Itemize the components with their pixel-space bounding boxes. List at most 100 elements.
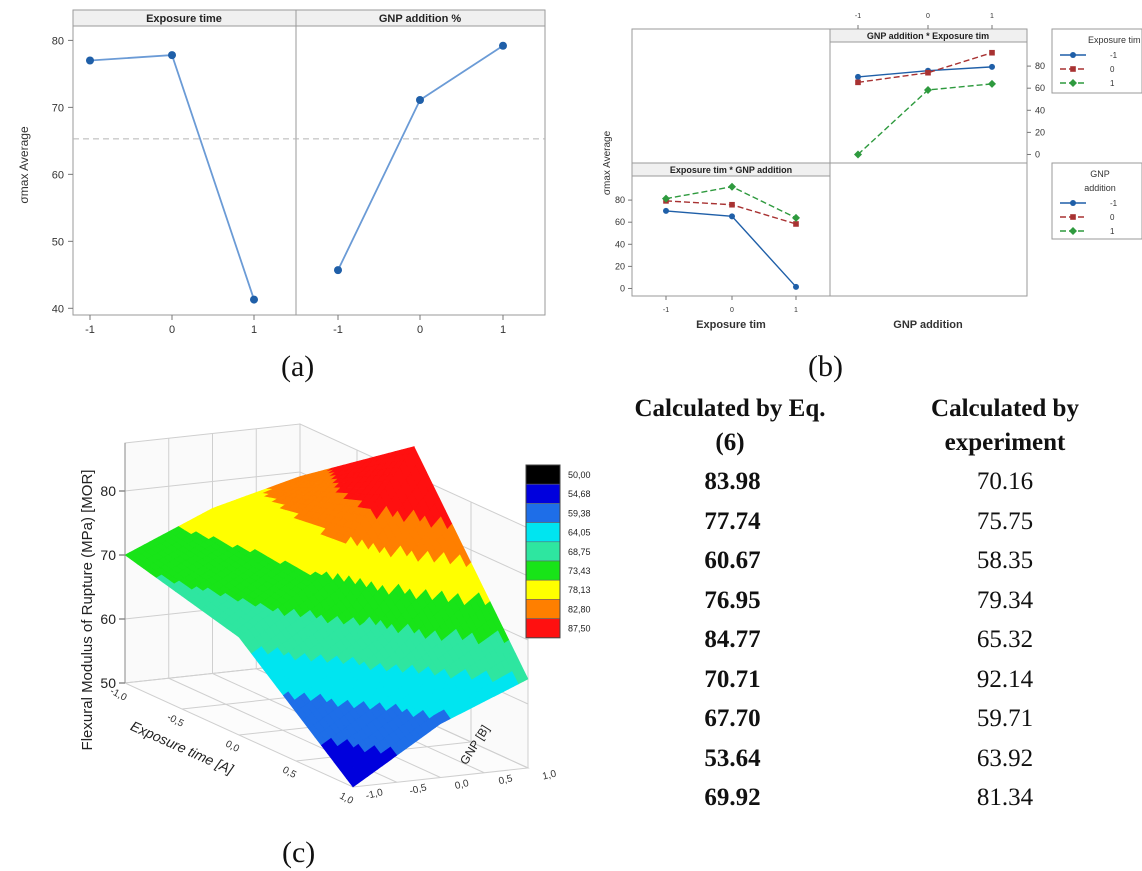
table-row: 60.67 58.35 [615,547,1135,586]
tick-label: -1 [663,307,669,314]
legend-label: -1 [1110,51,1118,60]
data-point [416,96,424,105]
x-tick-label: 0,5 [280,765,298,781]
table-row: 76.95 79.34 [615,587,1135,626]
legend-frame [525,464,561,639]
legend-swatch [525,503,561,523]
table-row: 84.77 65.32 [615,626,1135,665]
x-axis-label: GNP addition [893,319,963,331]
legend-label: 54,68 [568,489,591,499]
eq-value: 67.70 [704,705,761,732]
legend-swatch [525,618,561,639]
data-point [925,69,931,76]
data-point [855,73,861,80]
table-row: 77.74 75.75 [615,508,1135,547]
legend-title: GNP [1090,169,1110,179]
z-axis-label: Flexural Modulus of Rupture (MPa) [MOR] [79,470,96,751]
series-line [857,83,993,155]
x-tick-label: -1,0 [108,686,129,704]
data-point [1070,200,1076,206]
z-tick-label: 80 [100,483,116,499]
eq-value: 53.64 [704,744,761,772]
caption-b: (b) [808,350,843,383]
eq-value: 76.95 [704,586,761,614]
legend-swatch [525,541,561,562]
z-tick-label: 60 [100,611,116,627]
tick-label: 50 [52,236,64,248]
panel-title: GNP addition % [379,13,462,25]
plot-frame [72,9,546,316]
data-point [663,207,669,214]
tick-label: 20 [615,261,625,271]
header-line: experiment [944,429,1066,456]
tick-label: 80 [52,35,64,47]
experiment-value: 65.32 [976,626,1034,653]
series-line [857,52,993,84]
interaction-plot: GNP addition * Exposure tim Exposure tim… [602,13,1142,331]
data-point [924,85,932,94]
tick-label: 20 [1035,127,1045,137]
panel-title: Exposure tim * GNP addition [670,165,792,175]
data-point [855,79,861,86]
legend-swatch [525,579,561,600]
data-point [250,295,258,304]
tick-label: -1 [333,324,343,336]
panel-title: GNP addition * Exposure tim [867,31,989,41]
eq-value: 83.98 [704,468,761,495]
table-row: 67.70 59.71 [615,705,1135,744]
data-point [793,221,799,227]
legend-label: 50,00 [568,470,591,480]
tick-label: 1 [500,324,506,336]
caption-a: (a) [281,350,315,383]
legend-label: 0 [1110,213,1115,222]
y-tick-label: 1,0 [541,768,558,782]
legend-label: 1 [1110,79,1115,88]
tick-label: 0 [1035,149,1040,159]
experiment-value: 63.92 [976,744,1034,772]
z-tick-label: 50 [100,675,116,691]
data-point [662,194,670,203]
legend-label: 1 [1110,227,1115,236]
eq-value: 77.74 [704,507,761,535]
data-point [989,63,995,70]
x-tick-label: 0,0 [223,739,241,755]
column-header: Calculated by Eq. (6) [615,392,845,460]
effect-line [89,54,255,300]
surface-plot: 50 60 70 80 -1,0 -0,5 0,0 0,5 1,0 -1,0 -0,5 0,0 0,5 1… [79,423,591,807]
tick-label: 60 [52,169,64,181]
header-line: Calculated by Eq. [634,395,826,422]
data-point [728,182,736,191]
data-point [1069,227,1077,235]
experiment-value: 81.34 [976,784,1034,811]
legend: GNP addition -1 0 1 [1051,162,1142,240]
z-tick-label: 70 [100,547,116,563]
table-row: 70.71 92.14 [615,666,1135,705]
legend-label: 78,13 [568,585,591,595]
experiment-value: 92.14 [976,665,1034,693]
y-tick-label: 0,0 [454,778,471,792]
legend-title: Exposure tim [1088,35,1141,45]
data-point [499,41,507,50]
tick-label: 40 [52,303,64,315]
data-point [1070,214,1076,220]
data-point [854,150,862,159]
tick-label: 1 [251,324,257,336]
data-point [1069,79,1077,87]
data-point [729,201,735,208]
legend-swatch [525,483,561,504]
data-point [988,79,996,88]
legend-swatch [525,599,561,619]
legend-frame [1051,162,1142,240]
tick-label: 0 [926,13,930,20]
effect-line [337,45,504,271]
tick-label: 0 [730,307,734,314]
panel-header-bottom-left [631,162,831,177]
legend-label: -1 [1110,199,1118,208]
table-row: 69.92 81.34 [615,784,1135,823]
series-line [665,210,797,288]
comparison-table: Calculated by Eq. (6) Calculated by expe… [615,392,1135,832]
eq-value: 60.67 [704,547,761,574]
y-axis-label: σmax Average [17,126,31,204]
header-line: (6) [715,429,745,456]
data-point [168,51,176,60]
